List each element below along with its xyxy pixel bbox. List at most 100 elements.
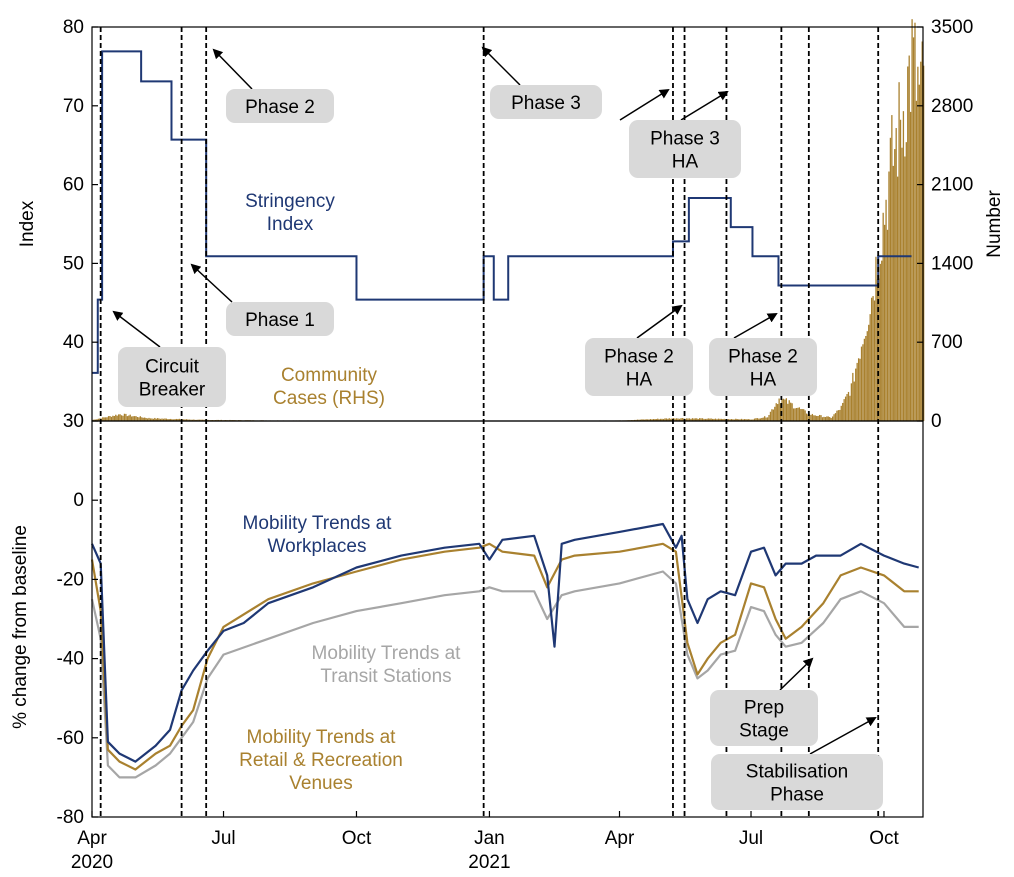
prep-stage-label: Stage [739,721,789,742]
community-cases-bar [681,418,683,421]
community-cases-bar [727,419,730,421]
community-cases-bar [775,403,777,421]
community-cases-bar [732,419,734,421]
phase-2-ha-b-label: HA [750,370,777,391]
y2-tick-label: 0 [931,411,942,432]
stabilisation-phase-arrow [809,717,877,755]
phase-2-ha-a-label: Phase 2 [604,347,674,368]
phase-2-ha-b-arrow [733,313,778,339]
community-cases-bar [171,419,173,421]
x-tick-label: Oct [342,828,372,849]
community-cases-bar [133,416,136,421]
transit-label-line: Transit Stations [320,666,451,687]
community-cases-bar [138,417,140,421]
community-cases-bar [883,224,886,421]
community-cases-bar [174,419,176,421]
community-cases-bar [818,414,821,421]
prep-stage-arrow [779,657,814,691]
community-cases-bar [697,418,699,421]
community-cases-bar [198,419,201,421]
community-cases-bar [811,413,814,421]
community-cases-bar [161,418,163,421]
community-cases-bar [688,418,691,421]
community-cases-bar [801,409,803,421]
community-cases-bar [785,398,787,421]
community-cases-bar [914,22,916,422]
community-cases-bar [109,416,111,421]
community-cases-bar [758,418,760,421]
community-cases-bar [888,171,890,421]
phase-3-ha-label: Phase 3 [650,129,720,150]
community-cases-bar [771,409,773,421]
community-cases-bar [200,419,202,421]
community-cases-bar [803,409,805,421]
community-cases-bar [904,156,906,422]
community-cases-bar [710,418,712,421]
community-cases-bar [895,128,897,421]
community-cases-bar [668,418,670,421]
top-panel-lines [92,50,912,374]
phase-2-box [226,89,334,123]
bottom-panel-lines [90,522,919,779]
community-cases-bar [805,413,808,421]
community-cases-bar [190,419,192,421]
bottom-panel-frame [91,420,924,818]
community-cases-bar [651,419,653,421]
community-cases-bar [885,199,887,421]
community-cases-bar [923,65,925,422]
community-cases-bar [707,418,709,421]
community-cases-bar [863,338,866,421]
community-cases-bar [846,394,848,421]
community-cases-bar [917,66,919,422]
community-cases-bar [791,403,793,421]
community-cases-bar [816,415,818,421]
community-cases-bar [145,418,147,421]
x-tick-label: Apr [77,828,107,849]
community-cases-bar [833,414,835,421]
x-tick-label: Oct [869,828,899,849]
stabilisation-phase-label: Phase [770,785,824,806]
community-cases-bar [151,418,153,421]
community-cases-bar [894,149,896,421]
community-cases-bar [96,419,98,421]
community-cases-bar [701,418,704,421]
community-cases-bar [183,419,185,421]
community-cases-bar [920,61,922,421]
y-tick-label: 60 [63,175,84,196]
retail-label-line: Venues [289,773,352,794]
community-cases-bar [667,418,669,421]
community-cases-bar [700,418,702,421]
community-cases-bar [810,415,812,421]
community-cases-bar [677,418,679,421]
community-cases-bar [784,399,786,421]
community-cases-bar [781,399,783,421]
stringency-label-line: Stringency [245,191,335,212]
community-cases-bar [792,408,795,421]
community-cases-bar [105,417,107,421]
community-cases-bar [675,418,678,421]
community-cases-bar [891,115,893,421]
transit-label-line: Mobility Trends at [312,643,462,664]
community-cases-bar [146,418,149,421]
community-cases-bar [113,416,115,421]
community-cases-bar [827,416,829,421]
y2-tick-label: 3500 [931,17,973,38]
community-cases-bar [714,418,717,421]
phase-2-ha-b-annotation: Phase 2HA [709,338,817,396]
community-cases-bar [859,358,861,421]
community-cases-bar [652,419,655,421]
community-cases-bar [794,408,796,421]
phase-3-ha-arrow [680,90,729,121]
community-cases-bar [639,419,642,421]
phase-2-label: Phase 2 [245,97,315,118]
phase-2-ha-a-annotation: Phase 2HA [585,338,693,396]
community-cases-bar [766,417,769,421]
community-cases-bar [915,100,918,421]
stringency-label-line: Index [267,214,314,235]
community-cases-bar [154,417,156,421]
community-cases-bar [909,111,912,422]
community-cases-bar [135,416,137,421]
axes: 30 40 50 60 70 80 0 700 1400 2100 2800 3500 -80 -60 -4… [10,17,1005,873]
phase-3-annotation: Phase 3 [490,85,602,119]
